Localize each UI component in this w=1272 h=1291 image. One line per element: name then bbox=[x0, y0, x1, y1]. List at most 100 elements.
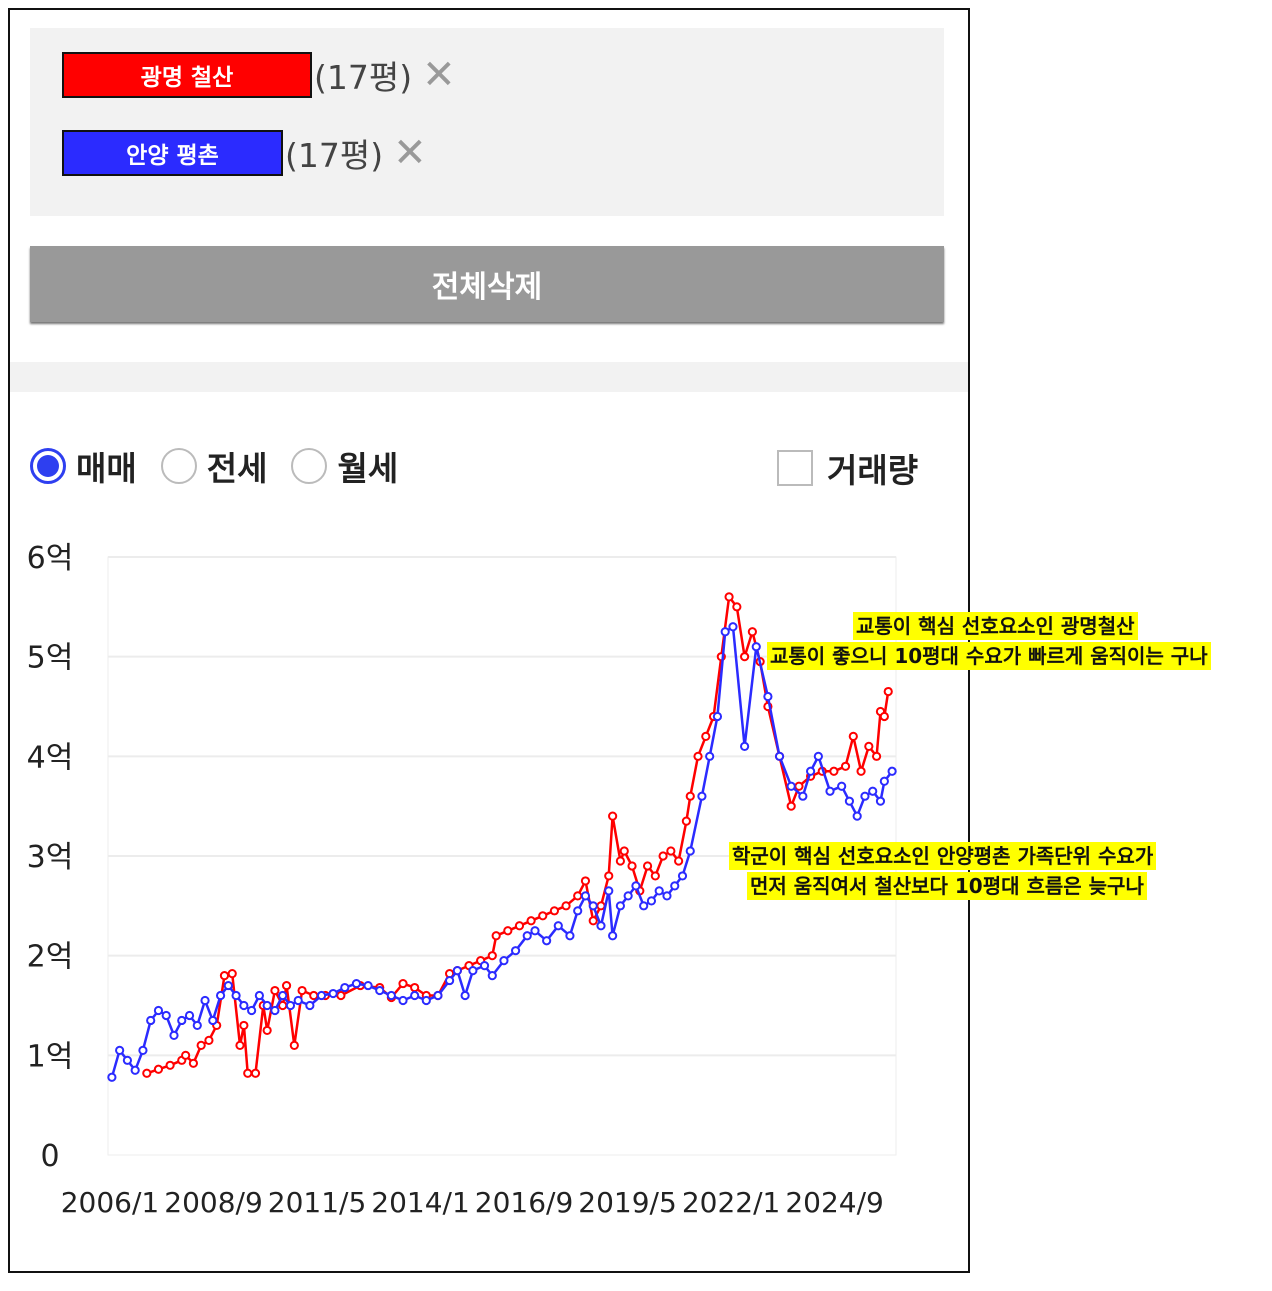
data-point bbox=[165, 1060, 175, 1070]
data-point bbox=[670, 881, 680, 891]
section-divider bbox=[10, 362, 968, 392]
data-point bbox=[421, 995, 431, 1006]
data-point bbox=[542, 936, 552, 946]
close-icon[interactable]: ✕ bbox=[422, 52, 456, 98]
volume-checkbox[interactable] bbox=[777, 450, 813, 486]
data-point bbox=[646, 896, 657, 906]
data-point bbox=[732, 602, 742, 612]
data-point bbox=[285, 1000, 296, 1011]
data-point bbox=[693, 751, 703, 761]
radio-sale[interactable]: 매매 bbox=[30, 442, 137, 490]
data-point bbox=[410, 982, 420, 993]
data-point bbox=[122, 1055, 133, 1065]
trade-type-radio-group: 매매 전세 월세 bbox=[30, 442, 422, 490]
x-tick-label: 2016/9 bbox=[475, 1186, 574, 1219]
data-point bbox=[398, 978, 408, 989]
data-point bbox=[243, 1068, 253, 1078]
volume-label: 거래량 bbox=[827, 451, 919, 490]
data-point bbox=[161, 1010, 171, 1021]
data-point bbox=[297, 985, 307, 996]
data-point bbox=[328, 988, 338, 999]
data-point bbox=[561, 901, 571, 911]
data-point bbox=[740, 652, 750, 662]
data-point bbox=[798, 791, 808, 801]
data-point bbox=[223, 980, 233, 991]
data-point bbox=[107, 1072, 117, 1082]
y-tick-label: 2억 bbox=[27, 940, 74, 975]
data-point bbox=[530, 926, 540, 936]
data-point bbox=[604, 886, 614, 896]
data-point bbox=[840, 761, 851, 771]
annotation-bottom-line-1: 학군이 핵심 선호요소인 안양평촌 가족단위 수요가 bbox=[729, 842, 1157, 870]
annotation-bottom-line-2: 먼저 움직여서 철산보다 10평대 흐름은 늦구나 bbox=[747, 872, 1147, 900]
data-point bbox=[200, 995, 210, 1006]
data-point bbox=[887, 766, 897, 776]
data-point bbox=[254, 990, 264, 1001]
radio-circle[interactable] bbox=[291, 448, 328, 484]
data-point bbox=[235, 1040, 245, 1050]
compare-tag-gwangmyeong[interactable]: 광명 철산 bbox=[62, 52, 312, 98]
data-point bbox=[604, 871, 614, 881]
data-point bbox=[608, 931, 618, 941]
data-point bbox=[627, 861, 637, 871]
annotation-top-line-1: 교통이 핵심 선호요소인 광명철산 bbox=[853, 612, 1138, 640]
data-point bbox=[829, 766, 839, 776]
x-tick-label: 2022/1 bbox=[682, 1186, 781, 1219]
compare-tag-anyang[interactable]: 안양 평촌 bbox=[62, 130, 283, 176]
data-point bbox=[270, 985, 280, 996]
data-point bbox=[153, 1064, 164, 1074]
data-point bbox=[774, 751, 785, 761]
data-point bbox=[363, 980, 373, 991]
radio-circle[interactable] bbox=[160, 448, 197, 484]
delete-all-button[interactable]: 전체삭제 bbox=[30, 246, 944, 322]
radio-jeonse[interactable]: 전세 bbox=[160, 442, 268, 490]
data-point bbox=[398, 995, 408, 1006]
data-point bbox=[289, 1040, 299, 1050]
data-point bbox=[868, 786, 878, 796]
radio-label: 매매 bbox=[76, 449, 137, 488]
data-point bbox=[681, 816, 691, 826]
volume-toggle[interactable]: 거래량 bbox=[777, 444, 918, 492]
data-point bbox=[837, 781, 847, 791]
data-point bbox=[188, 1058, 198, 1068]
data-point bbox=[712, 711, 723, 722]
data-point bbox=[666, 846, 676, 856]
data-point bbox=[549, 906, 560, 916]
data-point bbox=[526, 916, 536, 926]
data-point bbox=[196, 1040, 206, 1050]
data-point bbox=[864, 741, 874, 751]
data-point bbox=[510, 946, 521, 956]
data-point bbox=[705, 751, 715, 761]
data-point bbox=[181, 1050, 191, 1060]
x-tick-label: 2024/9 bbox=[785, 1186, 884, 1219]
data-point bbox=[852, 811, 862, 821]
x-tick-label: 2008/9 bbox=[164, 1186, 263, 1219]
data-point bbox=[270, 1005, 280, 1016]
data-point bbox=[316, 990, 327, 1001]
radio-monthly[interactable]: 월세 bbox=[291, 442, 398, 490]
data-point bbox=[875, 796, 886, 806]
data-point bbox=[281, 980, 292, 991]
data-point bbox=[786, 781, 796, 791]
data-point bbox=[192, 1020, 202, 1031]
series-line-2 bbox=[110, 625, 894, 1078]
data-point bbox=[747, 627, 757, 637]
data-point bbox=[250, 1068, 261, 1078]
data-point bbox=[460, 990, 470, 1001]
x-tick-label: 2019/5 bbox=[578, 1186, 677, 1219]
data-point bbox=[701, 731, 711, 742]
data-point bbox=[786, 801, 796, 811]
data-point bbox=[806, 766, 816, 776]
radio-circle-selected[interactable] bbox=[30, 448, 66, 484]
y-tick-label: 4억 bbox=[27, 740, 74, 775]
radio-label: 전세 bbox=[206, 449, 268, 488]
data-point bbox=[153, 1005, 164, 1016]
y-tick-label: 1억 bbox=[27, 1039, 74, 1074]
data-point bbox=[499, 956, 509, 966]
data-point bbox=[615, 901, 625, 911]
data-point bbox=[650, 871, 660, 881]
data-point bbox=[642, 861, 653, 871]
data-point bbox=[184, 1010, 195, 1021]
close-icon[interactable]: ✕ bbox=[393, 130, 427, 176]
data-point bbox=[860, 791, 870, 801]
